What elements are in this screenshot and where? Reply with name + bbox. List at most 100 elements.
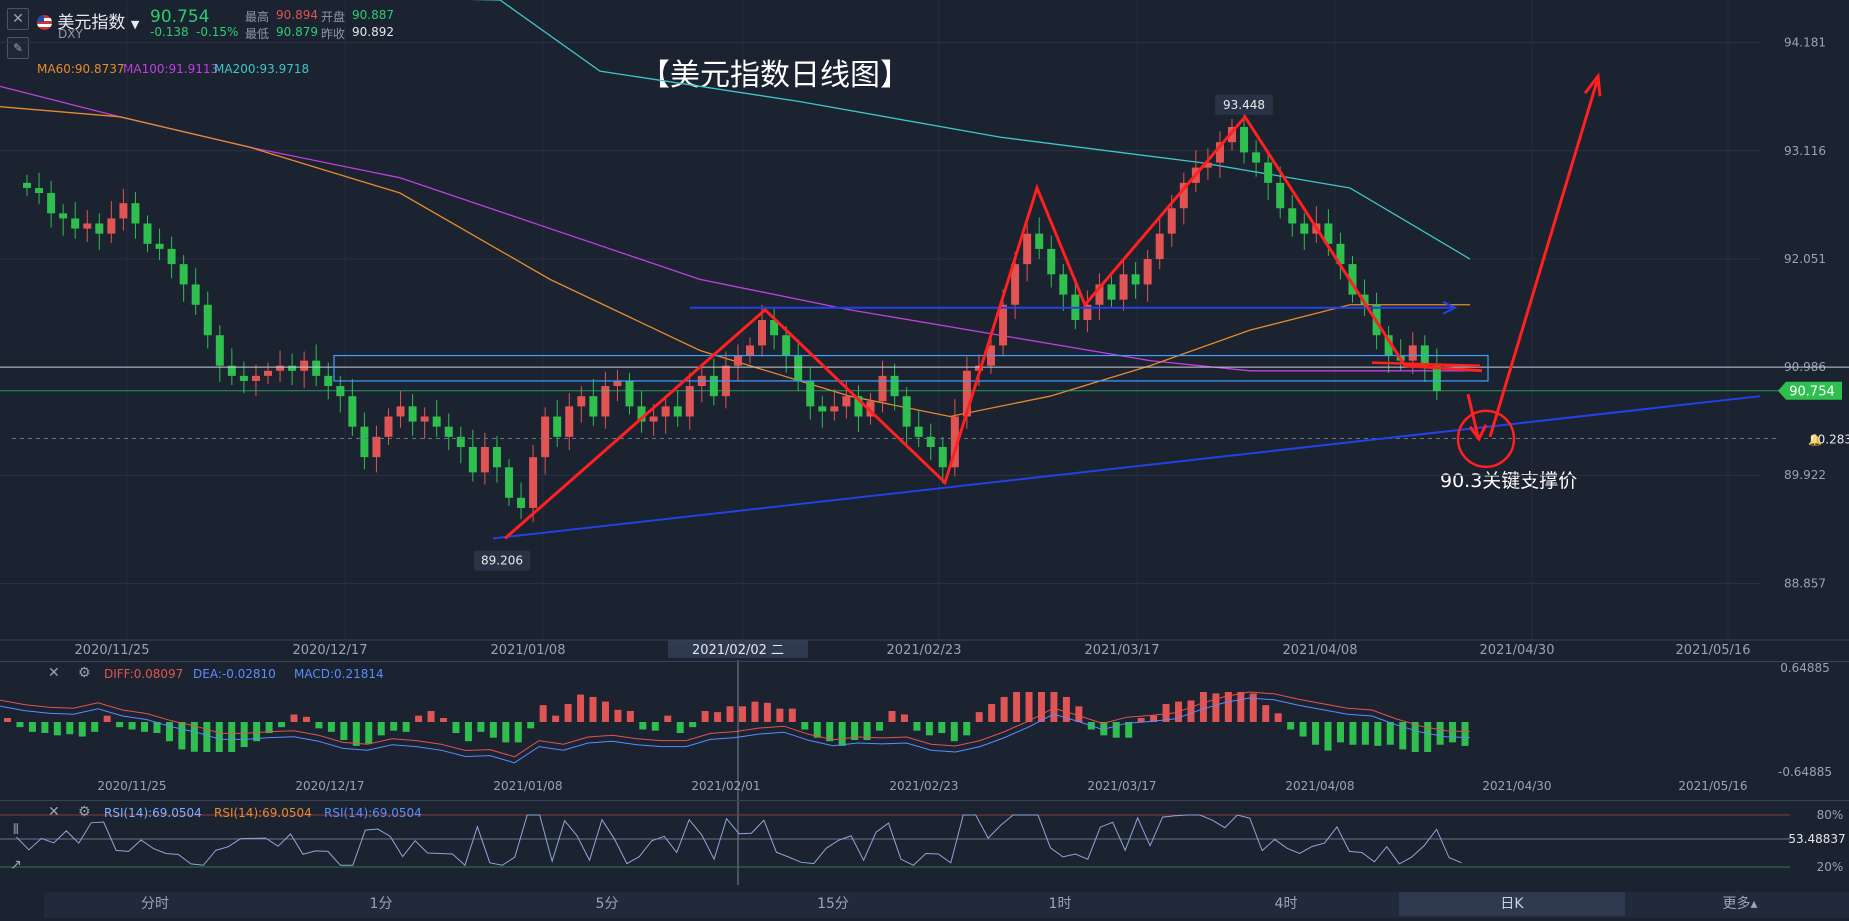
candle-body	[914, 426, 923, 437]
instrument-selector[interactable]: 美元指数 ▼	[37, 8, 139, 33]
candle-body	[384, 416, 393, 437]
macd-bar	[28, 722, 36, 732]
macd-bar	[1025, 692, 1033, 722]
macd-bar	[714, 712, 722, 722]
candle-body	[396, 406, 405, 417]
macd-bar	[701, 710, 709, 722]
macd-bar	[1112, 722, 1120, 738]
macd-bar	[1386, 722, 1394, 745]
macd-bar	[1249, 693, 1257, 722]
candle-body	[565, 406, 574, 437]
macd-bar	[1262, 705, 1270, 722]
support-circle	[1456, 409, 1516, 469]
candle-body	[1300, 223, 1309, 234]
candle-type-icon[interactable]: ⫴	[13, 822, 19, 838]
down-arrow-line	[1466, 393, 1480, 438]
macd-bar	[16, 722, 24, 728]
timeframe-button[interactable]: 15分	[817, 896, 849, 912]
macd-bar	[564, 703, 572, 722]
macd-bar	[1436, 722, 1444, 745]
macd-bar	[589, 696, 597, 722]
candle-body	[1324, 223, 1333, 244]
panel-divider	[0, 661, 1849, 662]
candle-body	[167, 248, 176, 265]
timeframe-button[interactable]: 4时	[1274, 896, 1298, 912]
rsi-close-icon[interactable]: ✕	[48, 804, 60, 820]
timeframe-button[interactable]: 分时	[141, 896, 169, 912]
candle-body	[806, 380, 815, 407]
macd-bar	[851, 722, 859, 741]
candle-body	[649, 416, 658, 422]
macd-bar	[1287, 722, 1295, 730]
candle-body	[408, 406, 417, 422]
candle-body	[83, 223, 92, 229]
timeframe-button[interactable]: 1时	[1048, 896, 1072, 912]
y-tick-label: 92.051	[1784, 252, 1826, 266]
macd-bar	[340, 722, 348, 741]
range-box	[333, 354, 1489, 382]
timeframe-button[interactable]: 更多▴	[1722, 896, 1758, 912]
candle-body	[962, 370, 971, 417]
macd-x-tick: 2021/04/08	[1285, 779, 1354, 793]
macd-bar	[415, 715, 423, 722]
macd-bar	[1013, 692, 1021, 722]
candle-body	[1203, 162, 1212, 168]
candle-body	[589, 396, 598, 417]
macd-bar	[427, 710, 435, 722]
candle-body	[1264, 162, 1273, 183]
candle-body	[1047, 248, 1056, 275]
rsi-settings-icon[interactable]: ⚙	[78, 804, 91, 820]
candle-body	[1059, 274, 1068, 295]
macd-bar	[539, 705, 547, 722]
macd-x-tick: 2021/05/16	[1678, 779, 1747, 793]
macd-bar	[1187, 700, 1195, 722]
candle-body	[227, 365, 236, 376]
macd-settings-icon[interactable]: ⚙	[78, 665, 91, 681]
macd-bar	[651, 722, 659, 731]
candle-body	[107, 218, 116, 234]
macd-bar	[128, 722, 136, 730]
macd-bar	[240, 722, 248, 748]
macd-bar	[352, 722, 360, 746]
candle-body	[505, 467, 513, 498]
candle-body	[685, 386, 694, 417]
macd-close-icon[interactable]: ✕	[48, 665, 60, 681]
support-price-tag	[1786, 429, 1849, 448]
candle-body	[179, 264, 188, 285]
current-price: 90.754	[150, 7, 210, 27]
timeframe-button[interactable]: 5分	[595, 896, 619, 912]
timeframe-button[interactable]: 1分	[369, 896, 393, 912]
candle-body	[59, 213, 68, 219]
macd-bar	[440, 718, 448, 722]
macd-bar	[838, 722, 846, 746]
rsi-y-tick: 80%	[1817, 808, 1844, 822]
x-tick-label: 2021/04/08	[1283, 643, 1358, 658]
candle-body	[1288, 208, 1297, 224]
candle-body	[673, 406, 682, 417]
macd-bar	[165, 722, 173, 742]
close-icon[interactable]: ✕	[7, 8, 29, 30]
macd-bar	[402, 722, 410, 732]
candle-body	[1408, 345, 1417, 361]
candle-body	[746, 345, 754, 356]
macd-x-tick: 2021/04/30	[1482, 779, 1551, 793]
macd-bar	[900, 714, 908, 722]
macd-bar	[925, 722, 933, 736]
candle-body	[950, 416, 959, 468]
candle-body	[1083, 304, 1092, 320]
current-price-tag	[1778, 381, 1842, 400]
macd-bar	[365, 722, 373, 744]
macd-bar	[813, 722, 821, 738]
macd-bar	[826, 722, 834, 742]
down-arrowhead	[1468, 424, 1488, 442]
candle-body	[1167, 208, 1176, 234]
rsi-y-tick: 53.48837	[1788, 832, 1845, 846]
indicator-icon[interactable]: ↗	[10, 857, 22, 873]
candle-body	[902, 396, 911, 427]
macd-bar	[1224, 692, 1232, 722]
candle-body	[830, 406, 839, 412]
candle-body	[1215, 142, 1224, 163]
candle-body	[842, 396, 851, 407]
timeframe-button[interactable]: 日K	[1399, 892, 1625, 916]
